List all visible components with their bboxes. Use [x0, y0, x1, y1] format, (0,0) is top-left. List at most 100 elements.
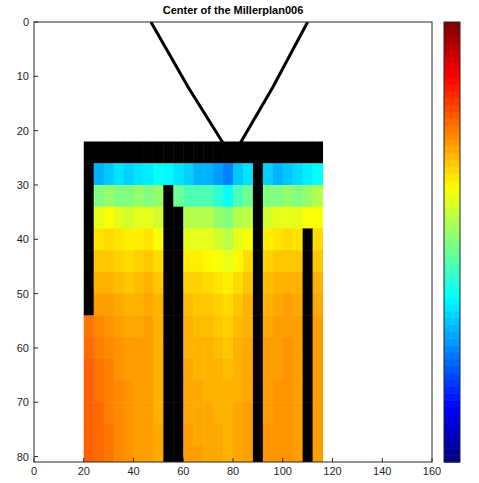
colorbar-step [444, 283, 460, 290]
colorbar-step [444, 180, 460, 187]
cell [273, 337, 283, 359]
cell [283, 424, 293, 446]
cell [223, 272, 233, 294]
cell [293, 337, 303, 359]
cell [84, 294, 94, 316]
cell [183, 337, 193, 359]
outline-line [238, 22, 308, 147]
cell [173, 207, 183, 229]
colorbar-step [444, 201, 460, 208]
cell [114, 359, 124, 381]
cell [94, 250, 104, 272]
x-tick-label: 140 [373, 465, 391, 477]
cell [223, 446, 233, 462]
cell [84, 381, 94, 403]
x-tick [34, 458, 35, 462]
colorbar-step [444, 118, 460, 125]
cell [134, 315, 144, 337]
colorbar-step [444, 331, 460, 338]
cell [313, 402, 323, 424]
cell [283, 185, 293, 207]
cell [273, 446, 283, 462]
y-tick-label: 70 [17, 396, 29, 408]
cell [163, 185, 173, 207]
cell [223, 163, 233, 185]
cell [143, 337, 153, 359]
cell [223, 207, 233, 229]
cell [283, 446, 293, 462]
cell [293, 402, 303, 424]
cell [143, 359, 153, 381]
cell [104, 294, 114, 316]
cell [233, 402, 243, 424]
frame [34, 22, 432, 462]
cell [263, 359, 273, 381]
colorbar-step [444, 304, 460, 311]
cell [263, 446, 273, 462]
cell [173, 381, 183, 403]
cell [173, 402, 183, 424]
cell [143, 446, 153, 462]
cell [193, 207, 203, 229]
cell [233, 228, 243, 250]
cell [163, 359, 173, 381]
cell [303, 337, 313, 359]
x-tick [133, 458, 134, 462]
cell [163, 228, 173, 250]
cell [153, 228, 163, 250]
cell [223, 228, 233, 250]
cell [134, 381, 144, 403]
cell [263, 163, 273, 185]
colorbar-step [444, 56, 460, 63]
cell [303, 185, 313, 207]
colorbar-step [444, 359, 460, 366]
cell [283, 272, 293, 294]
colorbar [444, 22, 460, 463]
cell [104, 359, 114, 381]
cell [213, 359, 223, 381]
colorbar-step [444, 160, 460, 167]
y-tick [34, 347, 38, 348]
cell [193, 381, 203, 403]
x-tick-label: 40 [127, 465, 139, 477]
cell [233, 272, 243, 294]
colorbar-step [444, 173, 460, 180]
cell [223, 359, 233, 381]
y-tick-label: 10 [17, 70, 29, 82]
cell [303, 315, 313, 337]
colorbar-step [444, 352, 460, 359]
cell [153, 402, 163, 424]
cell [94, 228, 104, 250]
cell [223, 250, 233, 272]
colorbar-step [444, 338, 460, 345]
cell [153, 337, 163, 359]
cell [173, 142, 183, 164]
cell [273, 142, 283, 164]
cell [143, 381, 153, 403]
cell [293, 207, 303, 229]
colorbar-step [444, 297, 460, 304]
cell [134, 185, 144, 207]
cell [104, 272, 114, 294]
cell [193, 272, 203, 294]
cell [203, 142, 213, 164]
cell [163, 207, 173, 229]
cell [253, 315, 263, 337]
colorbar-step [444, 407, 460, 414]
colorbar-step [444, 380, 460, 387]
cell [263, 228, 273, 250]
cell [243, 381, 253, 403]
cell [263, 381, 273, 403]
colorbar-step [444, 435, 460, 442]
cell [253, 250, 263, 272]
cell [173, 424, 183, 446]
colorbar-step [444, 311, 460, 318]
cell [313, 163, 323, 185]
cell [293, 315, 303, 337]
cell [253, 207, 263, 229]
cell [313, 359, 323, 381]
cell [94, 337, 104, 359]
cell [213, 337, 223, 359]
colorbar-step [444, 345, 460, 352]
cell [124, 228, 134, 250]
